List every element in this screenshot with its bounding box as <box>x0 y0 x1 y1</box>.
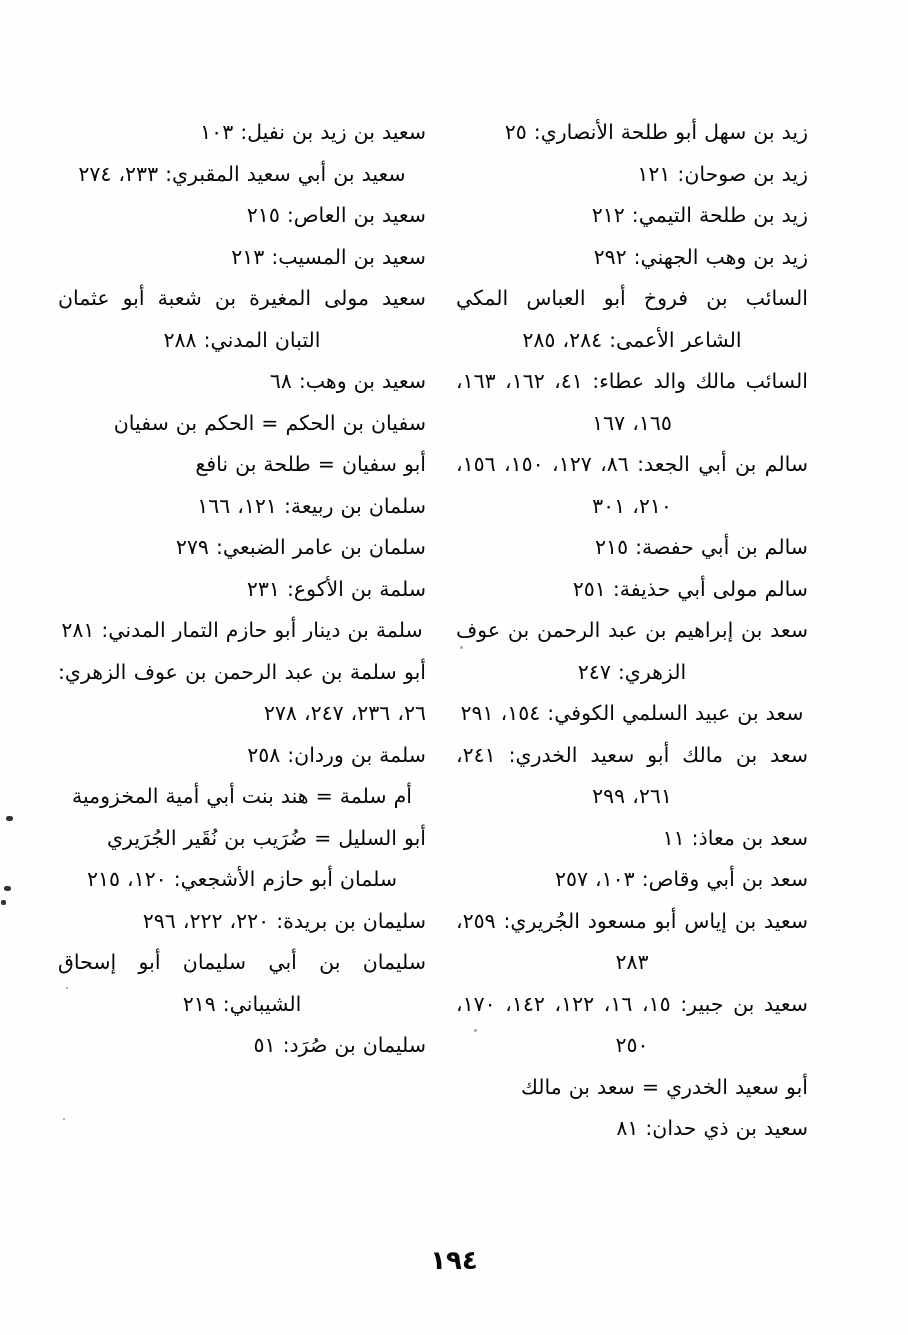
scan-speck <box>4 886 11 891</box>
index-entry: أبو السليل = ضُرَيب بن نُقَير الجُرَيري <box>107 825 426 850</box>
index-entry: أم سلمة = هند بنت أبي أمية المخزومية <box>72 784 412 808</box>
index-entry: سالم مولى أبي حذيفة: ٢٥١ <box>572 576 808 601</box>
index-entry: سعيد بن إياس أبو مسعود الجُريري: ٢٥٩، ٢٨… <box>456 908 808 975</box>
index-entry: سلمة بن دينار أبو حازم التمار المدني: ٢٨… <box>61 618 423 642</box>
index-entry: سلمان بن ربيعة: ١٢١، ١٦٦ <box>197 493 426 518</box>
index-entry: سعد بن مالك أبو سعيد الخدري: ٢٤١، ٢٦١، ٢… <box>456 742 808 809</box>
page-number: ١٩٤ <box>430 1246 478 1276</box>
index-entry: سعيد بن زيد بن نفيل: ١٠٣ <box>200 120 426 144</box>
index-entry: السائب مالك والد عطاء: ٤١، ١٦٢، ١٦٣، ١٦٥… <box>456 369 808 435</box>
index-entry: سعيد بن أبي سعيد المقبري: ٢٣٣، ٢٧٤ <box>78 161 406 186</box>
index-entry: أبو سلمة بن عبد الرحمن بن عوف الزهري: ٢٦… <box>58 659 426 726</box>
scan-speck <box>1 900 6 905</box>
index-entry: سعيد بن جبير: ١٥، ١٦، ١٢٢، ١٤٢، ١٧٠، ٢٥٠ <box>456 991 808 1058</box>
index-entry: سعيد بن ذي حدان: ٨١ <box>616 1116 808 1140</box>
scan-speck <box>6 816 13 821</box>
index-entry: سعد بن معاذ: ١١ <box>662 825 808 850</box>
index-entry: سلمة بن الأكوع: ٢٣١ <box>246 576 426 601</box>
index-entry: سلمة بن وردان: ٢٥٨ <box>247 742 426 767</box>
index-entry: سليمان بن بريدة: ٢٢٠، ٢٢٢، ٢٩٦ <box>142 908 426 933</box>
scan-speck <box>474 1029 477 1032</box>
index-entry: سليمان بن أبي سليمان أبو إسحاق الشيباني:… <box>58 950 426 1016</box>
index-entry: سلمان أبو حازم الأشجعي: ١٢٠، ٢١٥ <box>86 867 398 891</box>
index-entry: سالم بن أبي الجعد: ٨٦، ١٢٧، ١٥٠، ١٥٦، ٢١… <box>456 452 809 518</box>
index-entry: سلمان بن عامر الضبعي: ٢٧٩ <box>175 535 426 559</box>
index-entry: سعيد بن العاص: ٢١٥ <box>246 203 426 227</box>
index-column-left: سعيد بن زيد بن نفيل: ١٠٣ سعيد بن أبي سعي… <box>58 112 426 1067</box>
two-column-index: زيد بن سهل أبو طلحة الأنصاري: ٢٥ زيد بن … <box>0 112 908 1150</box>
index-entry: زيد بن وهب الجهني: ٢٩٢ <box>593 244 808 269</box>
index-entry: زيد بن سهل أبو طلحة الأنصاري: ٢٥ <box>504 120 808 144</box>
index-entry: زيد بن طلحة التيمي: ٢١٢ <box>591 203 808 227</box>
scan-speck <box>66 987 68 989</box>
index-entry: أبو سفيان = طلحة بن نافع <box>195 452 426 476</box>
index-entry: أبو سعيد الخدري = سعد بن مالك <box>520 1074 808 1099</box>
index-entry: سليمان بن صُرَد: ٥١ <box>253 1033 426 1057</box>
index-entry: السائب بن فروخ أبو العباس المكي الشاعر ا… <box>456 286 808 352</box>
index-entry: سعيد بن المسيب: ٢١٣ <box>231 244 426 269</box>
index-entry: سفيان بن الحكم = الحكم بن سفيان <box>113 410 426 435</box>
index-entry: زيد بن صوحان: ١٢١ <box>637 161 808 186</box>
scan-speck <box>460 646 463 649</box>
index-entry: سعيد مولى المغيرة بن شعبة أبو عثمان التب… <box>58 286 426 352</box>
index-entry: سعد بن عبيد السلمي الكوفي: ١٥٤، ٢٩١ <box>460 701 804 725</box>
index-entry: سعيد بن وهب: ٦٨ <box>269 369 426 393</box>
index-entry: سعد بن إبراهيم بن عبد الرحمن بن عوف الزه… <box>456 618 808 684</box>
index-entry: سعد بن أبي وقاص: ١٠٣، ٢٥٧ <box>554 867 808 891</box>
scan-speck <box>63 1118 65 1120</box>
index-column-right: زيد بن سهل أبو طلحة الأنصاري: ٢٥ زيد بن … <box>456 112 808 1150</box>
index-entry: سالم بن أبي حفصة: ٢١٥ <box>595 535 808 559</box>
